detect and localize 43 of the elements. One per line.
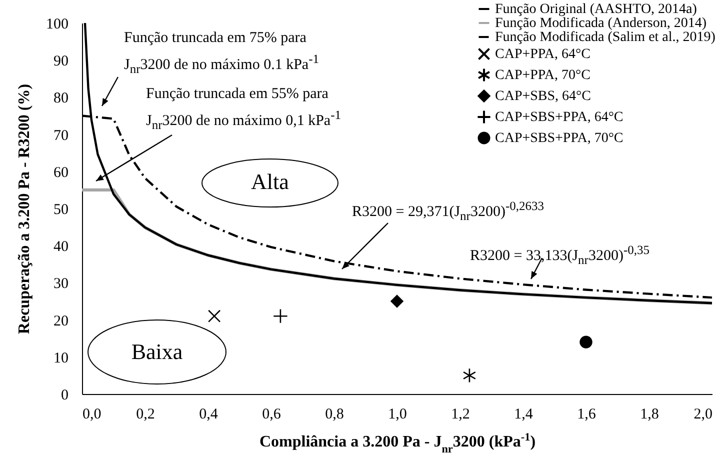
y-tick-label: 40 xyxy=(54,239,68,256)
y-tick-label: 50 xyxy=(54,202,68,218)
legend-label: CAP+SBS+PPA, 64°C xyxy=(495,110,624,125)
point xyxy=(272,308,288,324)
legend-label: CAP+PPA, 64°C xyxy=(495,47,590,62)
point xyxy=(390,294,404,308)
y-tick-label: 30 xyxy=(54,276,68,292)
legend-label: CAP+SBS, 64°C xyxy=(495,89,591,104)
legend-label: Função Original (AASHTO, 2014a) xyxy=(495,2,698,17)
x-tick-label: 0,6 xyxy=(262,406,282,422)
legend-label: CAP+PPA, 70°C xyxy=(495,68,590,83)
annotation: R3200 = 29,371(J$_{nr}$3200)$^{-0,2633}$ xyxy=(352,198,544,225)
legend-label: Função Modificada (Salim et al., 2019) xyxy=(495,30,716,45)
x-tick-label: 0,8 xyxy=(325,406,344,422)
legend-label: Função Modificada (Anderson, 2014) xyxy=(495,16,707,31)
y-tick-label: 90 xyxy=(54,54,68,70)
y-tick-label: 100 xyxy=(46,16,68,32)
y-tick-label: 10 xyxy=(54,350,68,366)
y-tick-label: 20 xyxy=(54,313,68,330)
annotation: Função truncada em 75% para J$_{nr}$3200 de no máximo 0.1 kPa$^{-1}$ xyxy=(124,29,320,78)
annotation: Função truncada em 55% para J$_{nr}$3200 de no máximo 0,1 kPa$^{-1}$ xyxy=(146,85,342,134)
x-tick-label: 1,8 xyxy=(640,406,659,422)
x-tick-label: 1,4 xyxy=(514,406,534,422)
annotation: R3200 = 33,133(J$_{nr}$3200)$^{-0,35}$ xyxy=(470,242,650,269)
x-tick-label: 1,0 xyxy=(388,406,407,422)
x-tick-label: 1,2 xyxy=(451,406,470,422)
legend-label: CAP+SBS+PPA, 70°C xyxy=(495,131,624,146)
x-axis-title: Compliância a 3.200 Pa - J$_{nr}$3200 (kPa$^{-1}$) xyxy=(259,432,536,454)
y-tick-label: 70 xyxy=(54,128,68,144)
y-tick-label: 60 xyxy=(54,164,68,181)
x-tick-label: 0,0 xyxy=(82,406,102,422)
point xyxy=(208,310,221,322)
annotation: Alta xyxy=(250,169,290,195)
point xyxy=(580,336,592,348)
x-tick-label: 1,6 xyxy=(577,406,596,422)
x-tick-label: 0,4 xyxy=(199,406,218,422)
x-tick-label: 2,0 xyxy=(694,406,712,422)
y-axis-title: Recuperação a 3.200 Pa - R3200 (%) xyxy=(16,84,33,334)
y-tick-label: 0 xyxy=(61,388,68,404)
point xyxy=(462,368,476,383)
y-tick-label: 80 xyxy=(54,90,68,107)
x-tick-label: 0,2 xyxy=(136,406,155,422)
annotation: Baixa xyxy=(130,339,184,365)
